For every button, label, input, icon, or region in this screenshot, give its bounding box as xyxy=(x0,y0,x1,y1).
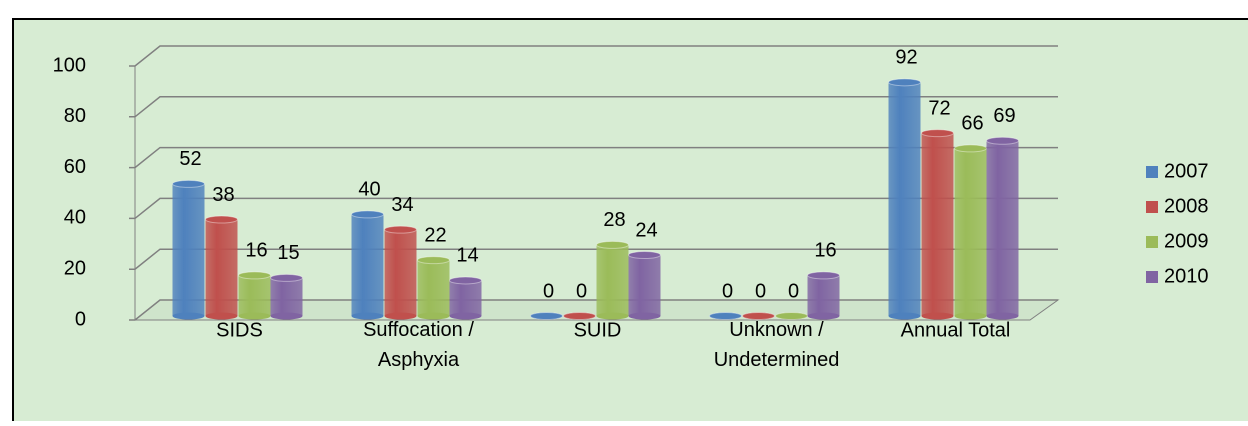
x-tick-label: SIDS xyxy=(216,319,263,341)
bar-top xyxy=(709,312,742,320)
grid-line xyxy=(129,197,1058,220)
data-label: 16 xyxy=(245,240,267,262)
legend-swatch xyxy=(1146,236,1158,248)
data-label: 0 xyxy=(576,280,587,302)
bar xyxy=(530,312,563,320)
bar-top xyxy=(921,129,954,138)
bar-top xyxy=(563,312,596,320)
bar xyxy=(954,144,987,320)
data-label: 69 xyxy=(993,105,1015,127)
bar-top xyxy=(172,179,205,188)
data-label: 0 xyxy=(543,280,554,302)
bar-core xyxy=(596,244,629,316)
bar xyxy=(888,78,921,320)
data-label: 72 xyxy=(928,97,950,119)
bar xyxy=(921,129,954,320)
data-label: 38 xyxy=(212,184,234,206)
legend-swatch xyxy=(1146,201,1158,213)
bar xyxy=(807,271,840,320)
legend-label: 2007 xyxy=(1164,160,1209,182)
bar xyxy=(205,215,238,320)
bar-top xyxy=(417,256,450,265)
data-label: 0 xyxy=(788,280,799,302)
data-label: 0 xyxy=(755,280,766,302)
bar xyxy=(238,271,271,320)
bar xyxy=(596,240,629,320)
bar xyxy=(742,312,775,320)
bar-top xyxy=(596,240,629,249)
bar xyxy=(270,273,303,320)
x-tick-label: Suffocation / Asphyxia xyxy=(363,319,474,371)
bar-top xyxy=(986,136,1019,145)
x-tick-label: Annual Total xyxy=(901,319,1011,341)
x-tick-label: SUID xyxy=(574,319,622,341)
bar-core xyxy=(417,260,450,316)
bar xyxy=(351,210,384,320)
bar-top xyxy=(205,215,238,224)
bar xyxy=(628,251,661,320)
data-label: 92 xyxy=(895,47,917,69)
data-label: 66 xyxy=(961,113,983,135)
bar-core xyxy=(384,229,417,316)
data-label: 15 xyxy=(277,242,299,264)
y-tick-label: 60 xyxy=(64,156,86,178)
bar-core xyxy=(628,255,661,316)
data-label: 24 xyxy=(635,219,657,241)
bar-top xyxy=(449,276,482,285)
bar-top xyxy=(775,312,808,320)
data-label: 0 xyxy=(722,280,733,302)
data-label: 52 xyxy=(179,148,201,170)
grid-line xyxy=(129,96,1058,118)
bar xyxy=(384,225,417,320)
y-tick-label: 40 xyxy=(64,207,86,229)
y-tick-label: 100 xyxy=(53,54,86,76)
bar xyxy=(449,276,482,320)
bar-top xyxy=(351,210,384,219)
bar-core xyxy=(270,277,303,316)
bar-core xyxy=(172,183,205,316)
bar xyxy=(563,312,596,320)
bar-top xyxy=(384,225,417,234)
y-tick-label: 20 xyxy=(64,257,86,279)
bar xyxy=(986,136,1019,320)
bar-top xyxy=(530,312,563,320)
bar xyxy=(709,312,742,320)
bar-core xyxy=(921,133,954,316)
legend-label: 2009 xyxy=(1164,230,1209,252)
legend-label: 2008 xyxy=(1164,195,1209,217)
bar-top xyxy=(238,271,271,280)
bar-core xyxy=(351,214,384,316)
bar-core xyxy=(449,280,482,316)
data-label: 28 xyxy=(603,209,625,231)
bar-core xyxy=(205,219,238,316)
bar-core xyxy=(238,275,271,316)
bar xyxy=(775,312,808,320)
bar-core xyxy=(986,140,1019,316)
grid-line xyxy=(129,146,1058,169)
x-tick-label: Unknown / Undetermined xyxy=(714,319,840,371)
bar-top xyxy=(807,271,840,280)
legend-swatch xyxy=(1146,166,1158,178)
bar-top xyxy=(888,78,921,87)
legend-swatch xyxy=(1146,271,1158,283)
data-label: 14 xyxy=(456,245,478,267)
bar-top xyxy=(270,273,303,282)
bar-core xyxy=(954,148,987,316)
bar-top xyxy=(628,251,661,260)
bar xyxy=(417,256,450,320)
bar-top xyxy=(954,144,987,153)
y-tick-label: 80 xyxy=(64,105,86,127)
data-label: 16 xyxy=(814,240,836,262)
data-label: 34 xyxy=(391,194,413,216)
bar-top xyxy=(742,312,775,320)
y-tick-label: 0 xyxy=(75,308,86,330)
data-label: 40 xyxy=(358,179,380,201)
bar-core xyxy=(807,275,840,316)
grid-line xyxy=(129,45,1058,67)
data-label: 22 xyxy=(424,224,446,246)
legend-label: 2010 xyxy=(1164,265,1209,287)
bar-core xyxy=(888,82,921,316)
bar xyxy=(172,179,205,320)
